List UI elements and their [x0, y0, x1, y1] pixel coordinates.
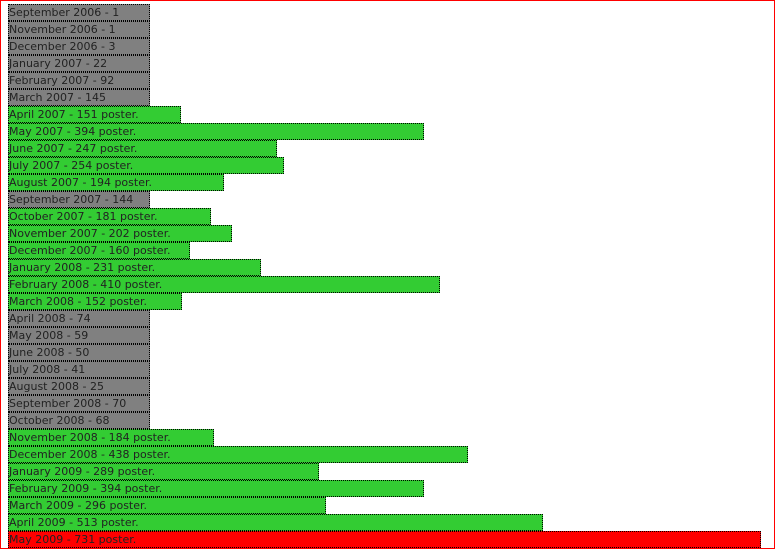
bar: [8, 446, 468, 463]
bar-label: August 2008 - 25: [9, 380, 104, 393]
bar: [8, 157, 284, 174]
bar: [8, 497, 326, 514]
bar: [8, 174, 224, 191]
bar: [8, 242, 190, 259]
bar: [8, 412, 150, 429]
bar-label: January 2007 - 22: [9, 57, 108, 70]
bar-label: November 2006 - 1: [9, 23, 116, 36]
bar-label: July 2007 - 254 poster.: [9, 159, 134, 172]
bar-label: October 2007 - 181 poster.: [9, 210, 158, 223]
bar-label: December 2007 - 160 poster.: [9, 244, 171, 257]
bar: [8, 395, 150, 412]
bar-label: January 2009 - 289 poster.: [9, 465, 156, 478]
bar-label: December 2008 - 438 poster.: [9, 448, 171, 461]
bar-label: April 2007 - 151 poster.: [9, 108, 139, 121]
bar-label: November 2008 - 184 poster.: [9, 431, 171, 444]
bar: [8, 531, 761, 548]
bar-label: September 2006 - 1: [9, 6, 120, 19]
bar: [8, 429, 214, 446]
bar-label: March 2009 - 296 poster.: [9, 499, 148, 512]
bar-label: May 2009 - 731 poster.: [9, 533, 137, 546]
bar: [8, 191, 150, 208]
bar: [8, 208, 211, 225]
bar-label: April 2008 - 74: [9, 312, 91, 325]
bar: [8, 378, 150, 395]
bar: [8, 327, 150, 344]
bar-label: January 2008 - 231 poster.: [9, 261, 156, 274]
bar: [8, 38, 150, 55]
bar-label: August 2007 - 194 poster.: [9, 176, 152, 189]
bar-label: September 2007 - 144: [9, 193, 134, 206]
bar: [8, 21, 150, 38]
bar: [8, 72, 150, 89]
bar: [8, 259, 261, 276]
bar-label: June 2007 - 247 poster.: [9, 142, 138, 155]
bar-label: May 2008 - 59: [9, 329, 89, 342]
bar: [8, 55, 150, 72]
bar-label: February 2007 - 92: [9, 74, 115, 87]
bar: [8, 480, 424, 497]
bar: [8, 140, 277, 157]
bar: [8, 106, 181, 123]
bar-label: February 2008 - 410 poster.: [9, 278, 163, 291]
bar-label: May 2007 - 394 poster.: [9, 125, 137, 138]
bar-label: March 2007 - 145: [9, 91, 106, 104]
bar: [8, 344, 150, 361]
bar: [8, 225, 232, 242]
bar-label: February 2009 - 394 poster.: [9, 482, 163, 495]
bar: [8, 276, 440, 293]
bar-label: November 2007 - 202 poster.: [9, 227, 171, 240]
bar-label: June 2008 - 50: [9, 346, 90, 359]
bar-label: September 2008 - 70: [9, 397, 127, 410]
bar: [8, 123, 424, 140]
bar-label: March 2008 - 152 poster.: [9, 295, 148, 308]
bar-label: April 2009 - 513 poster.: [9, 516, 139, 529]
bar: [8, 4, 150, 21]
bar: [8, 89, 150, 106]
bar-label: December 2006 - 3: [9, 40, 116, 53]
bar-label: October 2008 - 68: [9, 414, 110, 427]
bar-label: July 2008 - 41: [9, 363, 86, 376]
bar: [8, 361, 150, 378]
bar: [8, 310, 150, 327]
bar: [8, 463, 319, 480]
bar: [8, 293, 182, 310]
bar: [8, 514, 543, 531]
